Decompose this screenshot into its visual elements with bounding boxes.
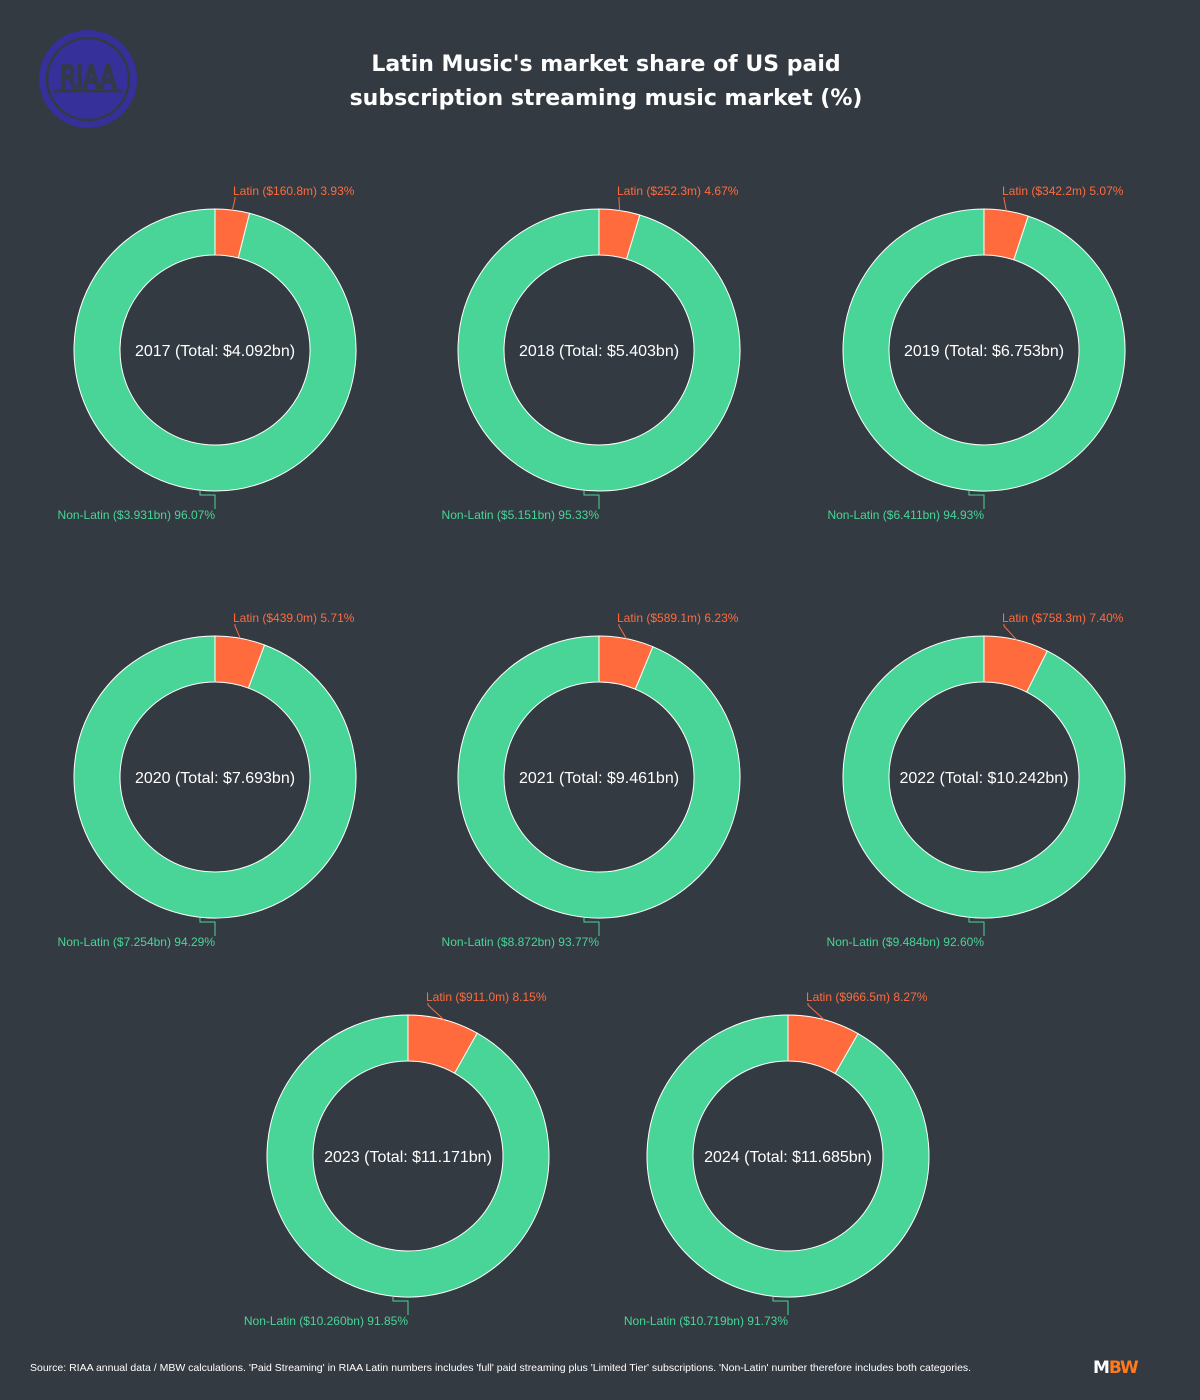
latin-slice [407,1014,478,1074]
latin-label: Latin ($911.0m) 8.15% [426,990,547,1004]
latin-label: Latin ($342.2m) 5.07% [1002,184,1124,198]
non-latin-label: Non-Latin ($6.411bn) 94.93% [827,508,984,522]
non-latin-label: Non-Latin ($5.151bn) 95.33% [442,508,600,522]
latin-slice [787,1014,859,1075]
non-latin-leader-line [583,491,600,509]
non-latin-slice [73,635,357,919]
center-label: 2021 (Total: $9.461bn) [519,770,679,787]
latin-leader-line [618,197,621,211]
latin-slice [214,208,251,259]
latin-label: Latin ($160.8m) 3.93% [233,184,355,198]
center-label: 2023 (Total: $11.171bn) [324,1149,492,1166]
title-line-1: Latin Music's market share of US paid [371,52,841,77]
non-latin-label: Non-Latin ($10.260bn) 91.85% [244,1314,408,1328]
latin-slice [598,208,641,260]
mbw-m: M [1093,1358,1110,1378]
latin-slice [598,635,654,690]
non-latin-leader-line [392,1297,409,1315]
latin-leader-line [234,624,241,639]
center-label: 2019 (Total: $6.753bn) [904,343,1064,360]
non-latin-label: Non-Latin ($8.872bn) 93.77% [442,935,600,949]
riaa-logo: RIAA [38,29,138,134]
latin-label: Latin ($966.5m) 8.27% [806,990,928,1004]
non-latin-leader-line [968,491,985,509]
non-latin-leader-line [199,918,216,936]
center-label: 2022 (Total: $10.242bn) [899,770,1068,787]
non-latin-slice [842,635,1126,919]
center-label: 2020 (Total: $7.693bn) [135,770,295,787]
non-latin-leader-line [968,918,985,936]
non-latin-label: Non-Latin ($9.484bn) 92.60% [827,935,985,949]
non-latin-slice [266,1014,550,1298]
non-latin-label: Non-Latin ($3.931bn) 96.07% [58,508,216,522]
latin-label: Latin ($252.3m) 4.67% [617,184,739,198]
center-label: 2024 (Total: $11.685bn) [704,1149,872,1166]
non-latin-leader-line [199,491,216,509]
latin-label: Latin ($758.3m) 7.40% [1002,611,1124,625]
center-label: 2017 (Total: $4.092bn) [135,343,295,360]
non-latin-slice [457,208,741,492]
non-latin-slice [457,635,741,919]
non-latin-label: Non-Latin ($7.254bn) 94.29% [58,935,216,949]
non-latin-slice [73,208,357,492]
latin-leader-line [1003,624,1017,641]
non-latin-slice [646,1014,930,1298]
latin-label: Latin ($589.1m) 6.23% [617,611,739,625]
latin-slice [983,635,1048,693]
latin-leader-line [1003,197,1007,211]
mbw-logo: MBW [1093,1358,1139,1378]
latin-leader-line [231,197,236,211]
center-label: 2018 (Total: $5.403bn) [519,343,679,360]
latin-leader-line [618,624,627,639]
latin-leader-line [427,1003,445,1020]
latin-slice [214,635,266,689]
svg-text:RIAA: RIAA [60,58,116,95]
mbw-bw: BW [1108,1358,1139,1378]
title-line-2: subscription streaming music market (%) [349,86,863,111]
non-latin-leader-line [583,918,600,936]
latin-slice [983,208,1029,261]
chart-title: Latin Music's market share of US paid su… [300,48,912,116]
non-latin-leader-line [772,1297,789,1315]
latin-leader-line [807,1003,825,1021]
non-latin-label: Non-Latin ($10.719bn) 91.73% [624,1314,788,1328]
non-latin-slice [842,208,1126,492]
source-note: Source: RIAA annual data / MBW calculati… [30,1362,972,1374]
latin-label: Latin ($439.0m) 5.71% [233,611,355,625]
